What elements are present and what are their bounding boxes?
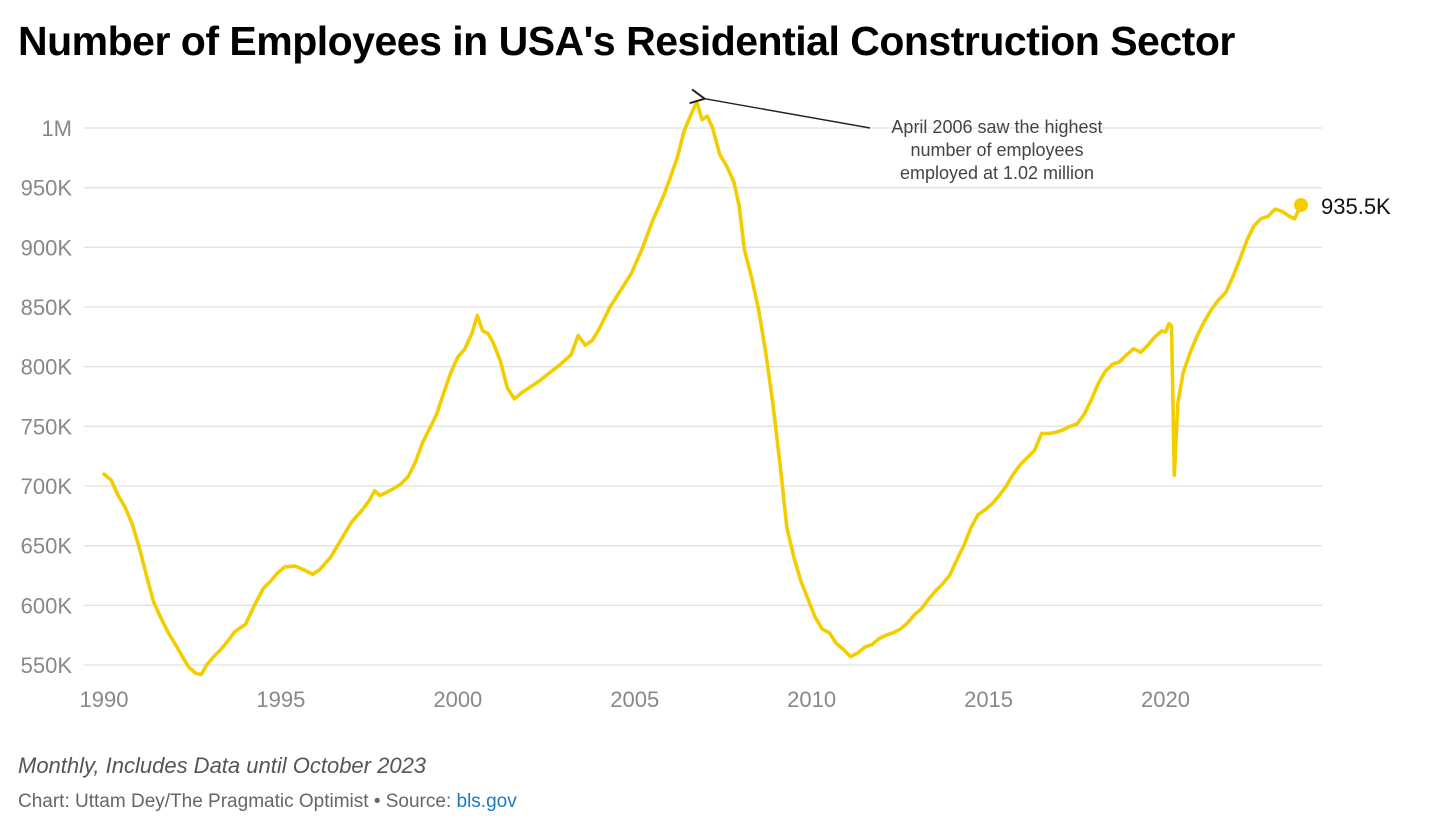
x-tick-label: 1990 (80, 687, 129, 712)
annotation-arrow (705, 99, 871, 129)
credit-text: Chart: Uttam Dey/The Pragmatic Optimist … (18, 791, 457, 812)
source-link[interactable]: bls.gov (456, 791, 517, 812)
y-tick-label: 750K (21, 414, 73, 439)
x-tick-label: 1995 (256, 687, 305, 712)
gridlines (84, 127, 1322, 666)
y-tick-label: 600K (21, 593, 73, 618)
y-tick-label: 550K (21, 653, 73, 678)
y-tick-label: 700K (21, 474, 73, 499)
series-layer: 935.5K (102, 99, 1391, 677)
end-point-label: 935.5K (1321, 194, 1391, 219)
y-tick-label: 850K (21, 295, 73, 320)
x-tick-label: 2015 (964, 687, 1013, 712)
y-tick-label: 650K (21, 534, 73, 559)
x-tick-label: 2020 (1141, 687, 1190, 712)
y-tick-label: 800K (21, 355, 73, 380)
end-point-marker (1294, 197, 1308, 212)
chart-title: Number of Employees in USA's Residential… (18, 18, 1235, 64)
line-chart: 550K 600K 650K 700K 750K 800K 850K 900K 950K 1M 1… (21, 0, 1391, 712)
x-tick-label: 2010 (787, 687, 836, 712)
y-tick-label: 1M (41, 116, 72, 141)
y-tick-label: 950K (21, 176, 73, 201)
x-tick-label: 2000 (433, 687, 482, 712)
annotation-text-line: April 2006 saw the highest (891, 117, 1102, 137)
x-tick-label: 2005 (610, 687, 659, 712)
x-axis: 1990 1995 2000 2005 2010 2015 2020 (80, 687, 1190, 712)
annotation-text-line: employed at 1.02 million (900, 163, 1094, 183)
series-line (102, 99, 1303, 677)
y-tick-label: 900K (21, 235, 73, 260)
y-axis: 550K 600K 650K 700K 750K 800K 850K 900K 950K 1M (21, 116, 73, 678)
annotation: April 2006 saw the highest number of empl… (705, 99, 1103, 183)
chart-notes: Monthly, Includes Data until October 202… (18, 753, 427, 778)
chart-credit: Chart: Uttam Dey/The Pragmatic Optimist … (18, 791, 517, 813)
annotation-text-line: number of employees (910, 140, 1083, 160)
